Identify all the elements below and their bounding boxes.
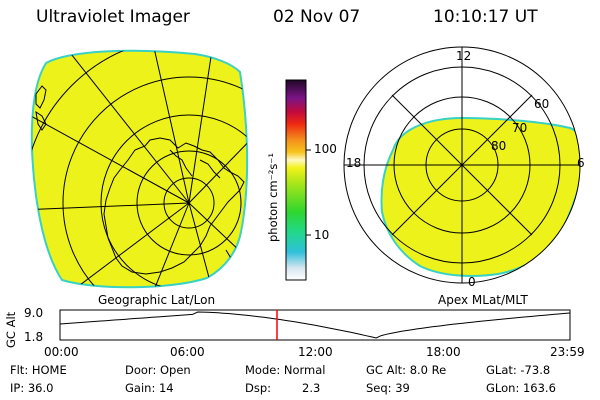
gc-alt-xtick-1: 06:00 (170, 345, 205, 359)
gc-alt-curve (59, 311, 571, 339)
geographic-map (30, 49, 249, 289)
mlt-label-6: 6 (577, 156, 585, 170)
mlt-label-18: 18 (346, 156, 362, 170)
right-map-fill (380, 116, 580, 277)
gc-alt-xtick-0: 00:00 (44, 345, 79, 359)
colorbar-label-10: 10 (314, 228, 330, 242)
mlt-label-12: 12 (456, 49, 472, 63)
colorbar-unit-label: photon cm⁻²s⁻¹ (266, 153, 280, 242)
mlat-label-80: 80 (491, 139, 507, 153)
colorbar (285, 79, 311, 281)
glat-value: GLat: -73.8 (486, 363, 551, 377)
dsp-label: Dsp: (245, 381, 272, 395)
colorbar-gradient (285, 79, 307, 281)
colorbar-label-100: 100 (314, 142, 337, 156)
right-map-caption: Apex MLat/MLT (438, 293, 528, 307)
instrument-title: Ultraviolet Imager (36, 7, 190, 27)
gc-alt-frame (59, 309, 571, 341)
gc-alt-xtick-2: 12:00 (298, 345, 333, 359)
gc-alt-xtick-3: 18:00 (426, 345, 461, 359)
left-map-fill (30, 49, 249, 289)
mlat-label-60: 60 (534, 97, 550, 111)
door-status: Door: Open (125, 363, 191, 377)
mode-status: Mode: Normal (245, 363, 326, 377)
glon-value: GLon: 163.6 (486, 381, 556, 395)
magnetic-map (343, 46, 581, 284)
mlat-label-70: 70 (512, 121, 528, 135)
sequence-value: Seq: 39 (366, 381, 410, 395)
gc-alt-ytick-top: 9.0 (24, 306, 44, 320)
dsp-value: 2.3 (302, 381, 321, 395)
time-label: 10:10:17 UT (433, 7, 538, 27)
gc-alt-value: GC Alt: 8.0 Re (366, 363, 447, 377)
gain-value: Gain: 14 (125, 381, 174, 395)
left-map-caption: Geographic Lat/Lon (98, 293, 216, 307)
gc-alt-plot (59, 309, 571, 341)
date-label: 02 Nov 07 (273, 7, 361, 27)
gc-alt-ytick-bottom: 1.8 (24, 330, 44, 344)
flight-status: Flt: HOME (10, 363, 67, 377)
mlt-label-0: 0 (468, 275, 476, 289)
gc-alt-xtick-4: 23:59 (550, 345, 585, 359)
ip-value: IP: 36.0 (10, 381, 54, 395)
mlat-mlt-grid (343, 46, 581, 284)
gc-alt-ylabel: GC Alt (4, 311, 18, 348)
